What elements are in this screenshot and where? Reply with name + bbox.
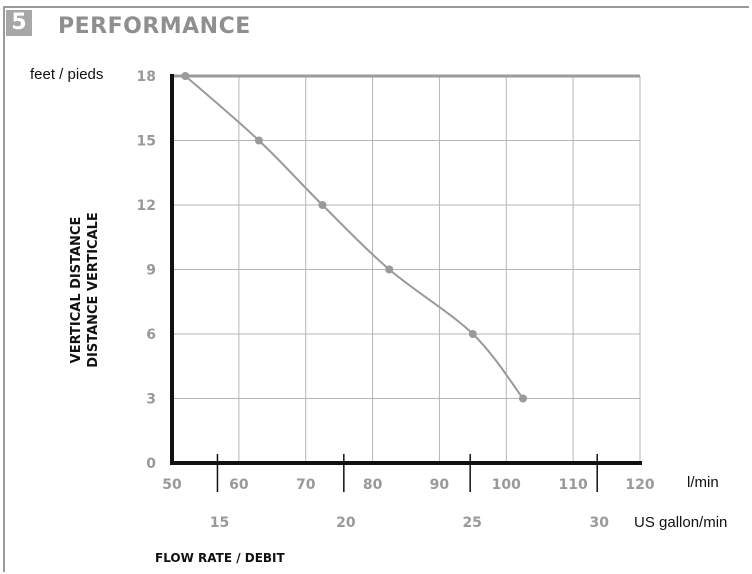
data-point — [318, 201, 327, 209]
x-tick-label-secondary: 25 — [462, 515, 481, 531]
y-axis-label-line2: DISTANCE VERTICALE — [86, 212, 101, 368]
chart-axes — [170, 74, 642, 492]
panel-frame — [3, 6, 749, 572]
x-unit-primary: l/min — [687, 474, 719, 491]
x-tick-label-secondary: 20 — [336, 515, 356, 531]
y-tick-label: 9 — [146, 263, 156, 279]
data-point — [519, 394, 527, 403]
x-tick-label: 60 — [229, 477, 249, 493]
y-tick-label: 3 — [146, 392, 156, 408]
y-axis-label-line1: VERTICAL DISTANCE — [69, 217, 84, 364]
series-line — [184, 75, 524, 400]
y-tick-label: 12 — [137, 198, 156, 214]
data-point — [181, 72, 190, 80]
x-tick-label: 90 — [430, 477, 450, 493]
y-unit-label: feet / pieds — [30, 66, 103, 83]
x-tick-label: 110 — [559, 477, 588, 493]
y-tick-label: 6 — [146, 327, 156, 343]
x-tick-label: 100 — [492, 477, 521, 493]
x-tick-label: 70 — [296, 477, 316, 493]
x-axis-label: FLOW RATE / DEBIT — [155, 551, 286, 565]
y-tick-label: 0 — [146, 456, 156, 472]
y-tick-label: 18 — [137, 69, 156, 85]
y-tick-label: 15 — [137, 134, 156, 150]
x-tick-label: 120 — [625, 477, 654, 493]
section-title: PERFORMANCE — [58, 14, 251, 39]
x-unit-secondary: US gallon/min — [634, 514, 727, 531]
chart-grid — [171, 74, 641, 464]
x-tick-label-secondary: 15 — [210, 515, 229, 531]
data-point — [468, 330, 477, 338]
chart-labels: 0 3 6 9 12 15 18 50 60 70 80 90 100 110 120 15 20 25 30 — [137, 69, 655, 531]
data-point — [385, 265, 394, 274]
x-tick-label-secondary: 30 — [589, 515, 609, 531]
x-tick-label: 80 — [363, 477, 383, 493]
section-number-badge: 5 — [6, 10, 32, 36]
data-point — [254, 136, 263, 145]
chart-series — [181, 72, 527, 403]
x-tick-label: 50 — [162, 477, 182, 493]
